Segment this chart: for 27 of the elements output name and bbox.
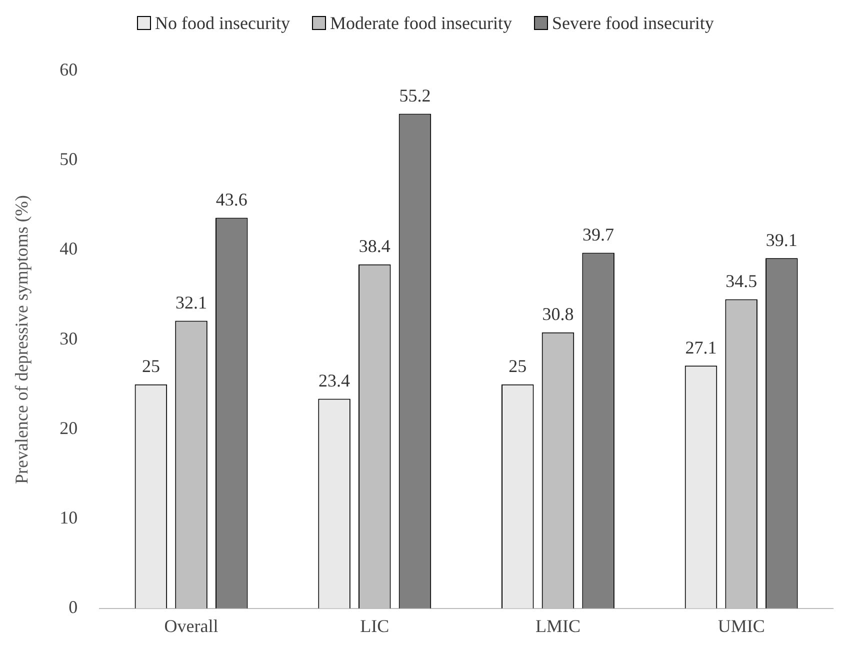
- legend-label: Severe food insecurity: [552, 12, 714, 34]
- x-tick-label: LMIC: [535, 616, 580, 636]
- data-label: 23.4: [318, 370, 350, 390]
- data-label: 34.5: [726, 271, 758, 292]
- y-tick-label: 40: [60, 238, 78, 259]
- x-tick-label: UMIC: [718, 616, 765, 636]
- y-tick-label: 10: [60, 508, 78, 528]
- data-label: 43.6: [216, 189, 248, 210]
- data-label: 25: [142, 356, 160, 376]
- legend-label: Moderate food insecurity: [330, 12, 512, 34]
- data-label: 39.1: [766, 230, 798, 250]
- data-label: 55.2: [399, 86, 431, 106]
- data-label: 39.7: [582, 224, 614, 244]
- y-tick-label: 60: [60, 60, 78, 80]
- x-tick-label: Overall: [164, 616, 218, 636]
- y-axis-title: Prevalence of depressive symptoms (%): [12, 195, 32, 484]
- y-tick-label: 0: [68, 597, 78, 618]
- legend-label: No food insecurity: [155, 12, 290, 34]
- y-tick-label: 20: [60, 418, 78, 438]
- data-label: 25: [508, 356, 527, 376]
- x-tick-label: LIC: [360, 616, 390, 636]
- data-label: 32.1: [176, 292, 208, 313]
- y-tick-label: 30: [60, 328, 78, 348]
- data-label: 27.1: [685, 337, 717, 358]
- y-tick-label: 50: [60, 149, 78, 170]
- data-label: 30.8: [542, 304, 574, 324]
- data-label: 38.4: [358, 236, 390, 256]
